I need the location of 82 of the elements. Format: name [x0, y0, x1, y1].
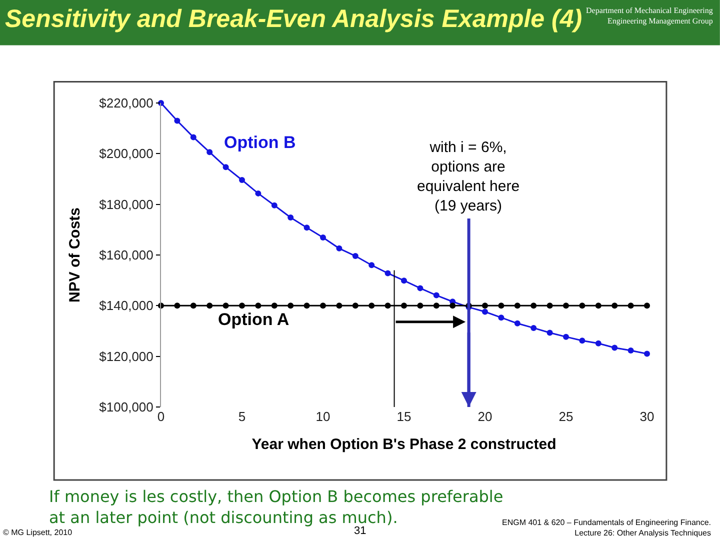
point — [222, 302, 229, 309]
point — [174, 302, 180, 309]
point — [239, 177, 245, 184]
y-tick-label: $120,000 — [99, 348, 154, 364]
point — [304, 224, 310, 231]
y-tick-label: $100,000 — [99, 400, 154, 415]
point — [174, 118, 180, 124]
point — [368, 262, 375, 268]
point — [644, 302, 650, 309]
point — [530, 302, 537, 309]
point — [401, 278, 407, 284]
point — [482, 302, 488, 309]
point — [417, 285, 424, 292]
point — [352, 302, 358, 309]
y-tick-label: $180,000 — [99, 196, 154, 212]
chart-title: Sensitivity and Break-Even Analysis Example (4) — [5, 5, 582, 33]
y-axis-title: NPV of Costs — [66, 207, 84, 303]
y-tick-label: $200,000 — [99, 146, 154, 162]
point — [206, 149, 213, 156]
point — [644, 350, 650, 357]
point — [579, 302, 586, 309]
point — [384, 302, 391, 309]
text: ENGM 401 & 620 – Fundamentals of Engineering Finance. Lecture 26: Other Analysis Techniques — [502, 518, 712, 538]
point — [190, 302, 196, 309]
text: If money is les costly, then Option B becomes preferable at an later point (not discounting as much). — [49, 487, 504, 527]
x-tick-label: 15 — [396, 409, 412, 424]
point — [433, 292, 440, 298]
ref-line-label: with i = 6%, options are equivalent here (19 years) — [417, 139, 520, 214]
point — [352, 253, 358, 260]
point — [255, 190, 262, 196]
y-tick-label: $160,000 — [99, 248, 154, 263]
point — [563, 334, 569, 340]
x-tick-label: 10 — [316, 409, 330, 424]
point — [255, 302, 262, 309]
point — [336, 302, 342, 309]
x-tick-label: 0 — [157, 409, 165, 424]
point — [336, 245, 342, 252]
point — [417, 302, 424, 309]
point — [628, 302, 634, 309]
point — [563, 302, 569, 309]
point — [628, 348, 634, 354]
point — [498, 302, 504, 309]
series-label: Option B — [224, 133, 296, 152]
series-label: Option A — [218, 310, 290, 329]
point — [482, 308, 488, 315]
point — [304, 302, 310, 309]
point — [498, 314, 504, 321]
point — [595, 340, 602, 346]
point — [384, 270, 391, 276]
point — [320, 234, 326, 241]
point — [271, 202, 278, 208]
y-tick-label: $140,000 — [99, 298, 154, 314]
x-tick-label: 20 — [478, 409, 492, 424]
text: © MG Lipsett, 2010 — [3, 528, 73, 537]
point — [288, 214, 294, 221]
point — [450, 302, 456, 309]
point — [546, 330, 553, 336]
x-axis-title: Year when Option B's Phase 2 constructed — [252, 436, 556, 453]
point — [595, 302, 602, 309]
point — [368, 302, 375, 309]
text: 31 — [354, 525, 366, 537]
y-tick-label: $220,000 — [99, 96, 154, 111]
point — [288, 302, 294, 309]
point — [271, 302, 278, 309]
point — [206, 302, 213, 309]
point — [514, 302, 520, 309]
point — [579, 338, 586, 344]
point — [612, 344, 618, 351]
point — [433, 302, 440, 309]
point — [222, 164, 229, 170]
chart-subtitle: Department of Mechanical Engineering Engineering Management Group — [586, 6, 713, 26]
point — [530, 324, 537, 331]
point — [514, 320, 520, 326]
point — [612, 302, 618, 309]
point — [546, 302, 553, 309]
point — [190, 134, 196, 140]
point — [320, 302, 326, 309]
point — [401, 302, 407, 309]
x-tick-label: 30 — [640, 409, 654, 424]
point — [239, 302, 245, 309]
x-tick-label: 5 — [238, 409, 246, 424]
x-tick-label: 25 — [558, 409, 574, 424]
